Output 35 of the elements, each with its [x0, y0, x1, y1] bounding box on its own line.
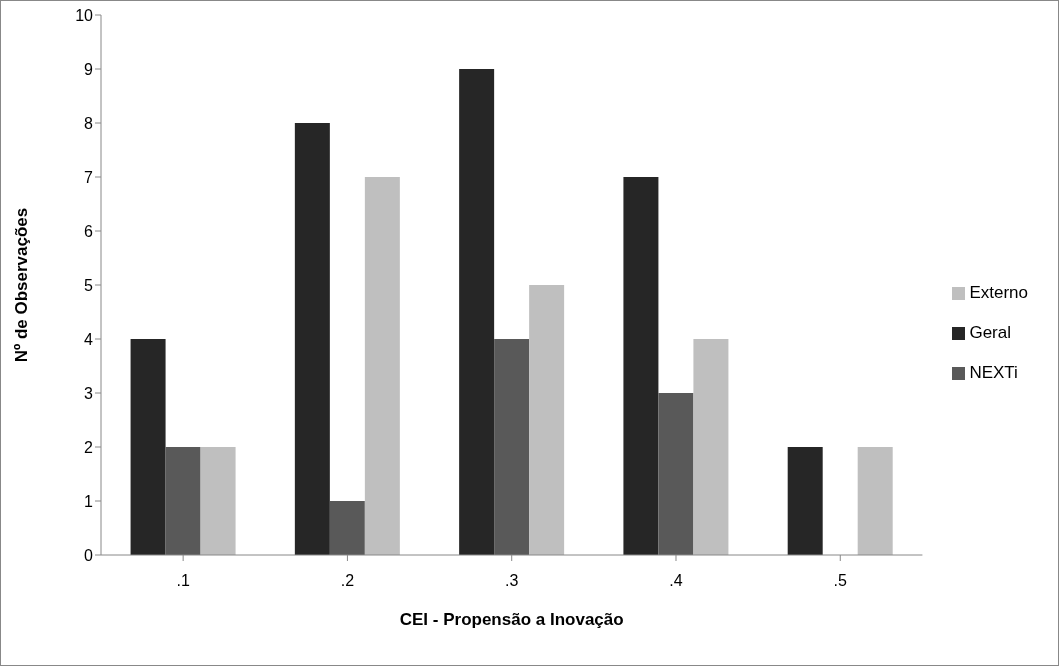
- x-tick-label: .3: [505, 572, 519, 590]
- bar: [693, 339, 729, 555]
- y-tick-label: 3: [84, 384, 94, 402]
- bar: [787, 447, 823, 555]
- bar: [623, 177, 659, 555]
- bar: [658, 393, 694, 555]
- y-tick-label: 0: [84, 546, 94, 564]
- bar: [459, 69, 495, 555]
- y-tick-label: 2: [84, 438, 94, 456]
- bar: [529, 285, 565, 555]
- x-tick-label: .4: [669, 572, 683, 590]
- x-tick-label: .2: [340, 572, 355, 590]
- y-tick-label: 7: [84, 168, 94, 186]
- y-tick-label: 1: [84, 492, 94, 510]
- bar: [165, 447, 201, 555]
- y-tick-label: 10: [75, 6, 94, 24]
- legend-label: Externo: [969, 283, 1028, 302]
- bar: [130, 339, 166, 555]
- y-tick-label: 4: [84, 330, 94, 348]
- y-axis-title: Nº de Observações: [12, 207, 32, 363]
- x-tick-label: .5: [833, 572, 848, 590]
- x-axis-title: CEI - Propensão a Inovação: [399, 610, 624, 629]
- bar: [200, 447, 236, 555]
- bar: [494, 339, 530, 555]
- x-tick-label: .1: [176, 572, 190, 590]
- bar: [329, 501, 365, 555]
- legend-label: NEXTi: [969, 363, 1018, 382]
- bar: [364, 177, 400, 555]
- legend-label: Geral: [969, 323, 1011, 342]
- y-tick-label: 6: [84, 222, 94, 240]
- bar: [857, 447, 893, 555]
- y-tick-label: 5: [84, 276, 94, 294]
- y-tick-label: 9: [84, 60, 94, 78]
- y-tick-label: 8: [84, 114, 94, 132]
- bar: [294, 123, 330, 555]
